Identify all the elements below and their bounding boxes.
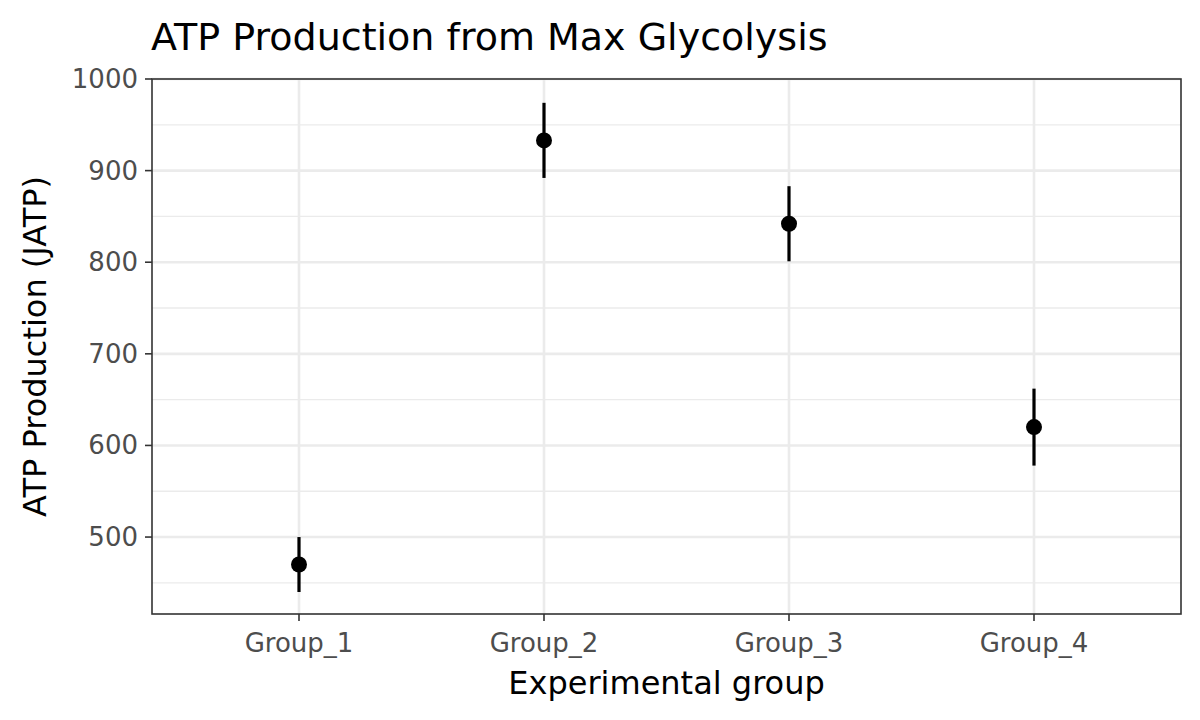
minor-grid-line bbox=[152, 582, 1181, 583]
grid-line-x bbox=[298, 79, 301, 614]
title: ATP Production from Max Glycolysis bbox=[151, 15, 828, 59]
tick bbox=[145, 353, 152, 355]
minor-grid-line bbox=[152, 307, 1181, 308]
tick bbox=[145, 261, 152, 263]
point bbox=[1026, 419, 1042, 435]
grid-line-x bbox=[788, 79, 791, 614]
grid-line bbox=[152, 536, 1181, 539]
point bbox=[536, 132, 552, 148]
grid bbox=[152, 79, 1181, 614]
chart: 500 600 700 800 900 1000 Group_1 Group_2 Group_3… bbox=[0, 0, 1200, 720]
x-axis-title: Experimental group bbox=[508, 664, 825, 702]
tick bbox=[1033, 614, 1035, 621]
tick-label: 1000 bbox=[72, 64, 138, 94]
minor-grid-line bbox=[152, 124, 1181, 125]
point bbox=[781, 216, 797, 232]
panel-background bbox=[152, 79, 1181, 614]
tick-label: Group_4 bbox=[980, 628, 1089, 658]
tick-label: 600 bbox=[88, 430, 138, 460]
grid-line bbox=[152, 261, 1181, 264]
minor-grid-line bbox=[152, 491, 1181, 492]
tick-label: Group_3 bbox=[735, 628, 844, 658]
grid-line bbox=[152, 169, 1181, 172]
tick-label: 800 bbox=[88, 247, 138, 277]
grid-line-x bbox=[543, 79, 546, 614]
panel-border bbox=[152, 79, 1181, 614]
tick bbox=[145, 170, 152, 172]
grid-line-x bbox=[1033, 79, 1036, 614]
tick bbox=[145, 536, 152, 538]
minor-grid-line bbox=[152, 216, 1181, 217]
tick bbox=[145, 78, 152, 80]
tick bbox=[145, 445, 152, 447]
minor-grid-line bbox=[152, 399, 1181, 400]
tick-label: Group_1 bbox=[245, 628, 354, 658]
tick-label: 500 bbox=[88, 522, 138, 552]
point bbox=[291, 557, 307, 573]
y-axis-title: ATP Production (JATP) bbox=[16, 176, 54, 517]
tick-label: 700 bbox=[88, 339, 138, 369]
grid-line bbox=[152, 444, 1181, 447]
tick bbox=[298, 614, 300, 621]
tick bbox=[788, 614, 790, 621]
tick bbox=[543, 614, 545, 621]
grid-line bbox=[152, 353, 1181, 356]
marks bbox=[291, 103, 1042, 592]
tick-label: 900 bbox=[88, 156, 138, 186]
tick-label: Group_2 bbox=[490, 628, 599, 658]
